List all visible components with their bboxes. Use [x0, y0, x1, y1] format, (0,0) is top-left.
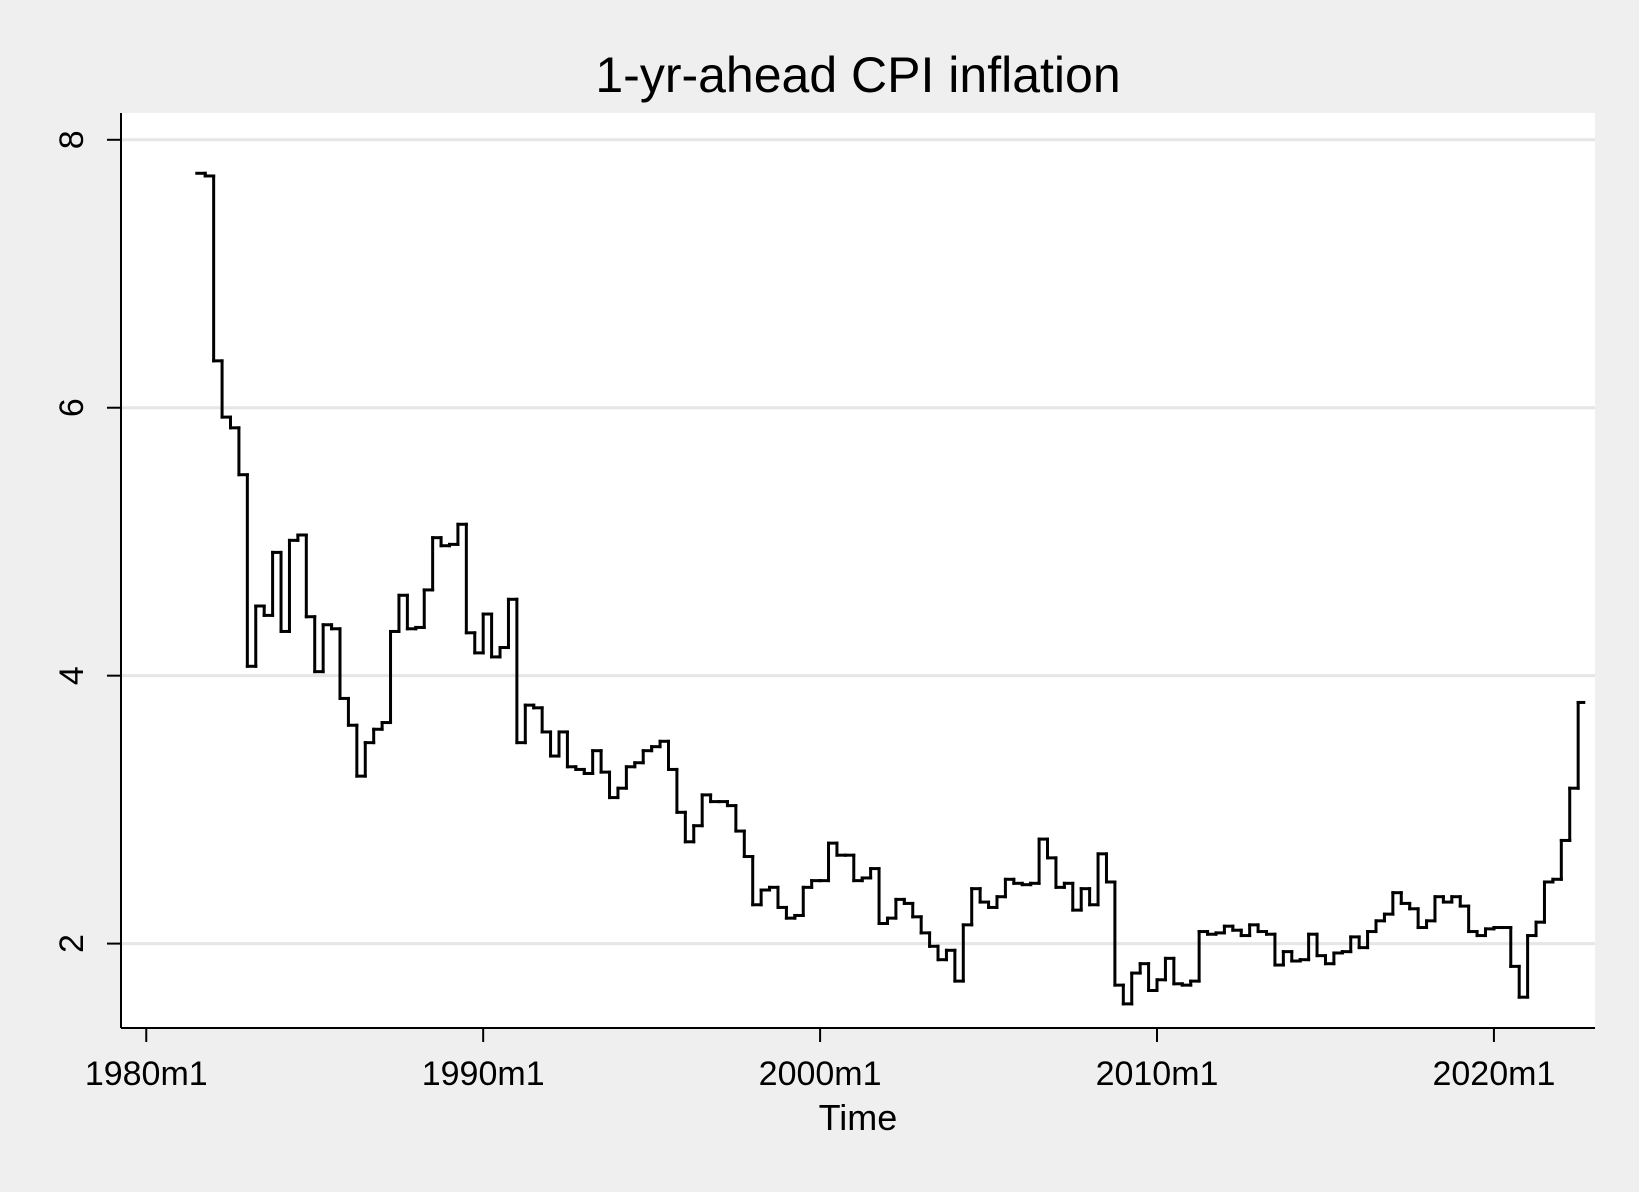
x-tick-label: 1990m1: [422, 1055, 545, 1093]
x-tick-label: 1980m1: [85, 1055, 208, 1093]
plot-area: [121, 113, 1595, 1028]
x-tick-label: 2000m1: [759, 1055, 882, 1093]
chart-title: 1-yr-ahead CPI inflation: [595, 47, 1120, 103]
y-tick-label: 2: [53, 934, 91, 953]
x-tick-label: 2020m1: [1432, 1055, 1555, 1093]
x-tick-label: 2010m1: [1096, 1055, 1219, 1093]
x-axis-title: Time: [819, 1097, 898, 1138]
y-tick-label: 8: [53, 130, 91, 149]
y-tick-label: 4: [53, 666, 91, 685]
y-tick-label: 6: [53, 398, 91, 417]
